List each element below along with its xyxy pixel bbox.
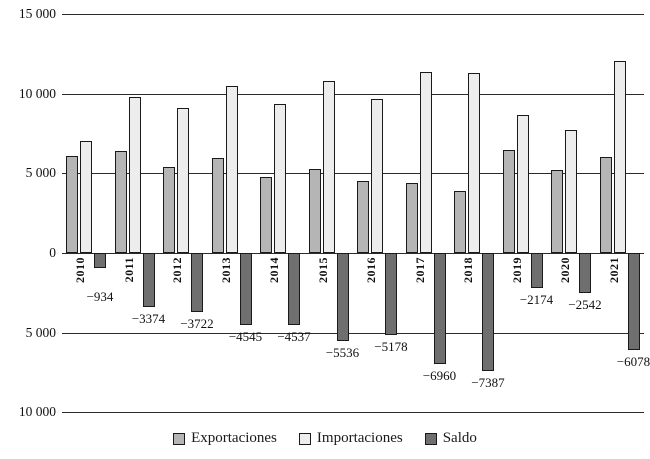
year-label-2010: 2010	[73, 257, 87, 283]
saldo-value-label-2020: −2542	[568, 297, 602, 313]
bar-importaciones-2010	[80, 141, 92, 253]
bar-importaciones-2016	[371, 98, 383, 253]
bar-exportaciones-2013	[211, 158, 224, 253]
gridline-0	[62, 253, 644, 254]
year-label-2014: 2014	[267, 257, 281, 283]
saldo-value-label-2016: −5178	[374, 339, 408, 355]
legend-swatch-importaciones	[298, 432, 311, 445]
gridline-10000	[62, 93, 644, 95]
bar-importaciones-2013	[225, 85, 238, 253]
bar-importaciones-2012	[177, 107, 189, 253]
year-label-2015: 2015	[315, 257, 330, 283]
bar-saldo-2017	[433, 253, 446, 364]
year-label-2011: 2011	[121, 257, 136, 283]
bar-exportaciones-2016	[357, 181, 369, 253]
bar-importaciones-2017	[419, 72, 432, 253]
bar-saldo-2010	[94, 253, 106, 268]
bar-exportaciones-2019	[502, 149, 515, 253]
year-label-2019: 2019	[509, 257, 524, 283]
year-label-2021: 2021	[606, 257, 621, 283]
gridline-5000	[62, 173, 644, 175]
bar-importaciones-2021	[613, 60, 626, 253]
year-label-2012: 2012	[170, 257, 184, 283]
legend-swatch-exportaciones	[173, 432, 186, 445]
bar-saldo-2020	[579, 253, 591, 294]
legend-label-importaciones: Importaciones	[316, 430, 403, 446]
y-tick-label-5000: 5 000	[25, 165, 56, 181]
bar-exportaciones-2020	[551, 170, 563, 253]
saldo-value-label-2015: −5536	[325, 345, 360, 361]
year-label-2013: 2013	[218, 257, 233, 283]
saldo-value-label-2013: −4545	[228, 329, 263, 345]
saldo-value-label-2021: −6078	[616, 353, 650, 369]
saldo-value-label-2019: −2174	[519, 291, 554, 307]
y-tick-label--10000: 10 000	[18, 404, 56, 420]
bar-saldo-2018	[482, 253, 494, 371]
bar-saldo-2019	[530, 253, 543, 288]
y-tick-label--5000: 5 000	[25, 324, 56, 340]
bar-importaciones-2011	[128, 97, 141, 253]
bar-exportaciones-2021	[599, 157, 612, 253]
saldo-value-label-2014: −4537	[277, 329, 311, 345]
year-label-2020: 2020	[558, 257, 572, 283]
bar-exportaciones-2014	[260, 176, 272, 253]
bar-exportaciones-2011	[114, 151, 127, 253]
y-tick-label-0: 0	[49, 245, 56, 260]
saldo-value-label-2012: −3722	[180, 316, 214, 332]
legend-item-exportaciones: Exportaciones	[173, 430, 277, 447]
legend: Exportaciones Importaciones Saldo	[0, 430, 650, 447]
gridline--5000	[62, 332, 644, 334]
bar-exportaciones-2010	[66, 155, 78, 253]
bar-exportaciones-2017	[405, 182, 418, 253]
saldo-value-label-2018: −7387	[471, 374, 505, 390]
bar-saldo-2021	[627, 253, 640, 350]
y-tick-label-10000: 10 000	[18, 85, 56, 101]
legend-label-exportaciones: Exportaciones	[191, 430, 277, 446]
bar-saldo-2012	[191, 253, 203, 313]
bar-importaciones-2018	[468, 73, 480, 253]
bar-saldo-2014	[288, 253, 300, 326]
bar-saldo-2013	[239, 253, 252, 326]
legend-item-saldo: Saldo	[424, 430, 477, 447]
saldo-value-label-2017: −6960	[422, 367, 457, 383]
bar-importaciones-2015	[322, 81, 335, 253]
saldo-value-label-2011: −3374	[131, 310, 166, 326]
bar-importaciones-2019	[516, 114, 529, 253]
bar-saldo-2015	[336, 253, 349, 342]
bar-importaciones-2020	[565, 129, 577, 253]
legend-item-importaciones: Importaciones	[298, 430, 403, 447]
bar-exportaciones-2015	[308, 169, 321, 253]
gridline-15000	[62, 14, 644, 16]
bar-exportaciones-2012	[163, 167, 175, 253]
saldo-value-label-2010: −934	[86, 289, 114, 304]
gridline--10000	[62, 412, 644, 414]
legend-label-saldo: Saldo	[442, 430, 477, 446]
year-label-2016: 2016	[364, 257, 378, 283]
bar-saldo-2016	[385, 253, 397, 336]
legend-swatch-saldo	[424, 432, 437, 445]
bar-importaciones-2014	[274, 104, 286, 253]
bar-saldo-2011	[142, 253, 155, 307]
year-label-2018: 2018	[461, 257, 475, 283]
bar-exportaciones-2018	[454, 190, 466, 253]
year-label-2017: 2017	[412, 257, 427, 283]
y-tick-label-15000: 15 000	[18, 6, 56, 22]
